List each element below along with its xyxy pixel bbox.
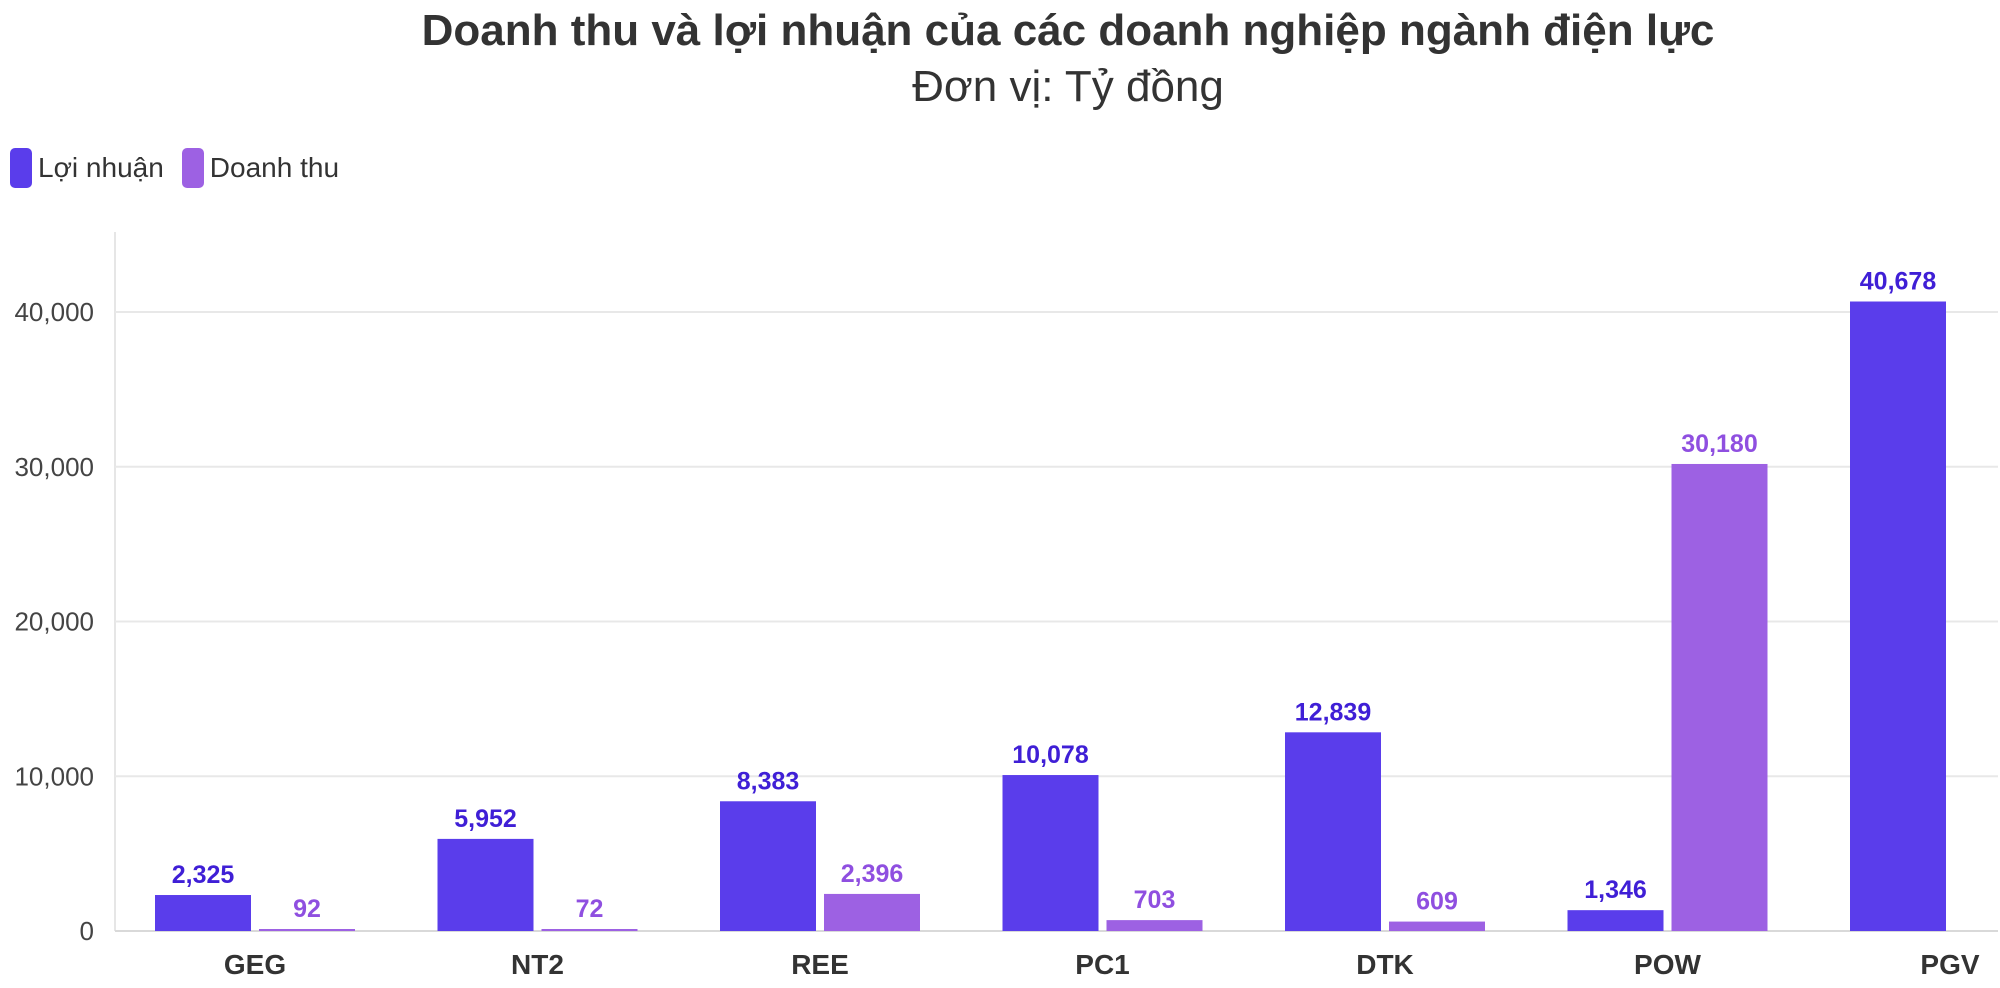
bar-pow-revenue[interactable] xyxy=(1671,463,1768,931)
y-tick-label: 10,000 xyxy=(14,761,94,791)
x-tick-label: NT2 xyxy=(511,949,564,980)
x-tick-label: GEG xyxy=(224,949,286,980)
bar-geg-profit[interactable] xyxy=(155,895,251,931)
bar-nt2-profit[interactable] xyxy=(437,838,534,931)
bar-dtk-profit[interactable] xyxy=(1285,732,1381,931)
x-tick-label: PC1 xyxy=(1075,949,1129,980)
bar-pc1-revenue[interactable] xyxy=(1106,920,1203,931)
legend-item-profit[interactable]: Lợi nhuận xyxy=(10,148,164,188)
data-label-geg-profit: 2,325 xyxy=(172,861,235,889)
data-label-nt2-revenue: 72 xyxy=(576,895,604,923)
chart-legend: Lợi nhuận Doanh thu xyxy=(10,148,357,188)
data-label-pc1-revenue: 703 xyxy=(1134,886,1176,914)
data-label-ree-revenue: 2,396 xyxy=(841,860,904,888)
bar-ree-profit[interactable] xyxy=(720,801,816,931)
y-tick-label: 30,000 xyxy=(14,452,94,482)
data-label-pc1-profit: 10,078 xyxy=(1012,741,1089,769)
chart-subtitle: Đơn vị: Tỷ đồng xyxy=(912,62,1224,111)
bar-pc1-profit[interactable] xyxy=(1002,775,1099,931)
data-label-dtk-profit: 12,839 xyxy=(1295,698,1371,726)
chart-title: Doanh thu và lợi nhuận của các doanh ngh… xyxy=(421,6,1715,55)
y-tick-label: 40,000 xyxy=(14,297,94,327)
data-label-pow-profit: 1,346 xyxy=(1584,876,1647,904)
x-tick-label: PGV xyxy=(1920,949,1979,980)
bar-geg-revenue[interactable] xyxy=(259,929,355,931)
legend-swatch-profit xyxy=(10,148,32,188)
bar-pow-profit[interactable] xyxy=(1567,910,1664,931)
bar-pgv-profit[interactable] xyxy=(1850,301,1946,932)
legend-label-revenue: Doanh thu xyxy=(209,152,340,183)
legend-swatch-revenue xyxy=(181,148,204,188)
x-tick-label: DTK xyxy=(1356,949,1414,980)
data-label-ree-profit: 8,383 xyxy=(737,767,800,795)
data-label-geg-revenue: 92 xyxy=(293,895,321,923)
data-label-nt2-profit: 5,952 xyxy=(454,805,517,833)
y-tick-label: 0 xyxy=(80,916,94,946)
data-label-dtk-revenue: 609 xyxy=(1416,888,1458,916)
x-tick-label: REE xyxy=(791,949,849,980)
data-label-pgv-profit: 40,678 xyxy=(1860,268,1937,296)
bar-dtk-revenue[interactable] xyxy=(1389,921,1485,931)
legend-label-profit: Lợi nhuận xyxy=(38,152,164,183)
data-label-pow-revenue: 30,180 xyxy=(1681,430,1757,458)
legend-item-revenue[interactable]: Doanh thu xyxy=(181,148,340,188)
bar-nt2-revenue[interactable] xyxy=(541,929,638,931)
x-tick-label: POW xyxy=(1634,949,1701,980)
y-tick-label: 20,000 xyxy=(14,607,94,637)
bar-ree-revenue[interactable] xyxy=(824,893,920,931)
